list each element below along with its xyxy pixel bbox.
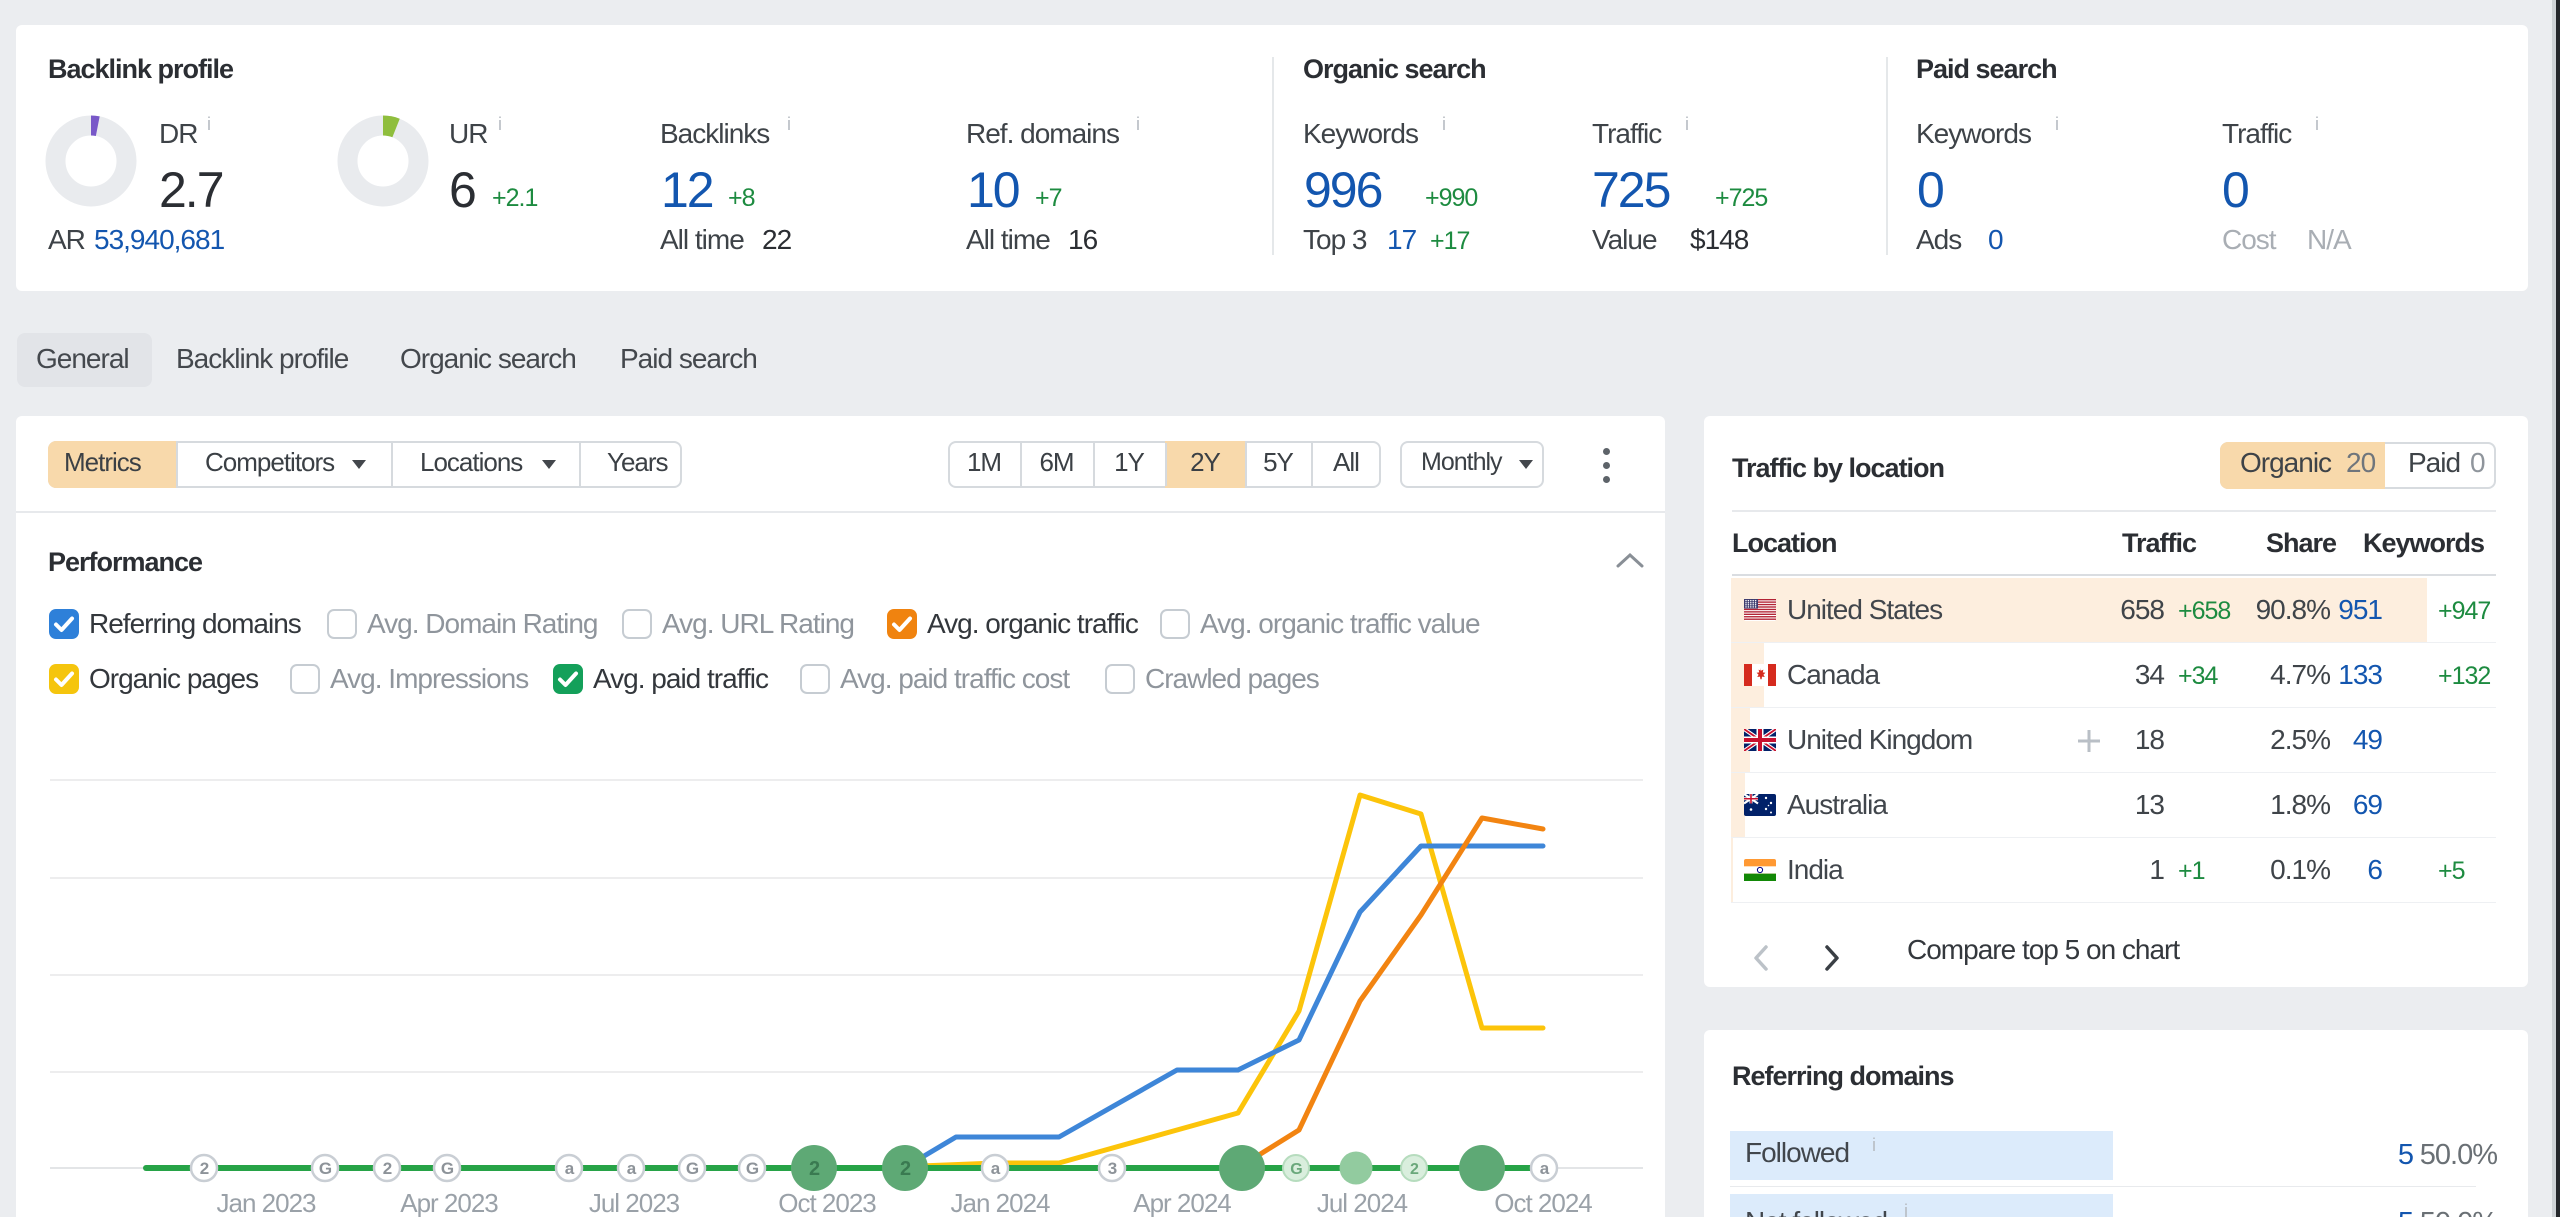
svg-text:3: 3: [1108, 1159, 1117, 1178]
svg-text:Jul 2024: Jul 2024: [1317, 1188, 1408, 1217]
svg-text:a: a: [627, 1159, 637, 1178]
svg-text:Apr 2023: Apr 2023: [400, 1188, 498, 1217]
svg-text:Jan 2024: Jan 2024: [951, 1188, 1051, 1217]
svg-text:a: a: [991, 1159, 1001, 1178]
svg-text:2: 2: [1410, 1161, 1419, 1178]
svg-text:2: 2: [809, 1158, 820, 1180]
svg-text:G: G: [319, 1159, 332, 1178]
svg-text:a: a: [1540, 1159, 1550, 1178]
svg-text:G: G: [746, 1159, 759, 1178]
svg-text:2: 2: [200, 1159, 209, 1178]
svg-text:G: G: [441, 1159, 454, 1178]
svg-text:Oct 2023: Oct 2023: [778, 1188, 876, 1217]
svg-text:Oct 2024: Oct 2024: [1494, 1188, 1592, 1217]
svg-text:2: 2: [900, 1158, 911, 1180]
svg-text:a: a: [565, 1159, 575, 1178]
svg-text:Apr 2024: Apr 2024: [1133, 1188, 1231, 1217]
svg-text:Jul 2023: Jul 2023: [589, 1188, 680, 1217]
svg-text:2: 2: [383, 1159, 392, 1178]
svg-text:G: G: [686, 1159, 699, 1178]
svg-text:Jan 2023: Jan 2023: [217, 1188, 317, 1217]
svg-text:G: G: [1290, 1161, 1302, 1178]
